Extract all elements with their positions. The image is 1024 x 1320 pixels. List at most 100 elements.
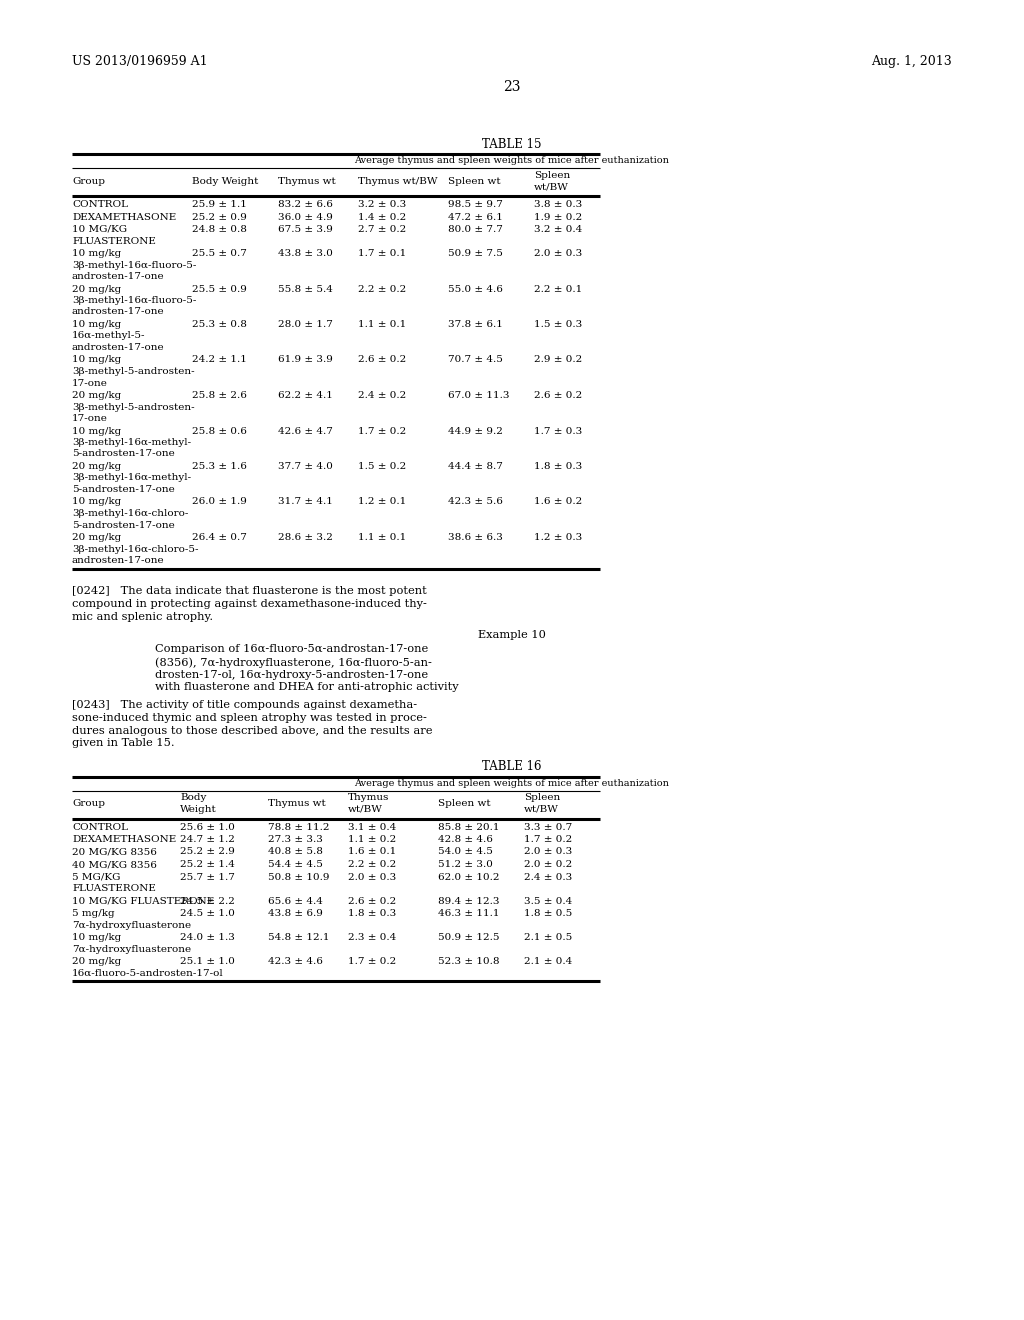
Text: 20 MG/KG 8356: 20 MG/KG 8356 xyxy=(72,847,157,857)
Text: 7α-hydroxyfluasterone: 7α-hydroxyfluasterone xyxy=(72,920,191,929)
Text: 42.8 ± 4.6: 42.8 ± 4.6 xyxy=(438,836,493,843)
Text: 20 mg/kg: 20 mg/kg xyxy=(72,391,121,400)
Text: 1.8 ± 0.5: 1.8 ± 0.5 xyxy=(524,909,572,917)
Text: TABLE 16: TABLE 16 xyxy=(482,760,542,774)
Text: 80.0 ± 7.7: 80.0 ± 7.7 xyxy=(449,224,503,234)
Text: 2.6 ± 0.2: 2.6 ± 0.2 xyxy=(358,355,407,364)
Text: 16α-methyl-5-: 16α-methyl-5- xyxy=(72,331,145,341)
Text: androsten-17-one: androsten-17-one xyxy=(72,272,165,281)
Text: Group: Group xyxy=(72,799,105,808)
Text: 25.3 ± 1.6: 25.3 ± 1.6 xyxy=(193,462,247,471)
Text: 23: 23 xyxy=(503,81,521,94)
Text: 1.7 ± 0.3: 1.7 ± 0.3 xyxy=(534,426,583,436)
Text: 20 mg/kg: 20 mg/kg xyxy=(72,533,121,543)
Text: 1.7 ± 0.2: 1.7 ± 0.2 xyxy=(524,836,572,843)
Text: DEXAMETHASONE: DEXAMETHASONE xyxy=(72,836,176,843)
Text: 1.5 ± 0.2: 1.5 ± 0.2 xyxy=(358,462,407,471)
Text: 3β-methyl-16α-methyl-: 3β-methyl-16α-methyl- xyxy=(72,474,191,483)
Text: 43.8 ± 3.0: 43.8 ± 3.0 xyxy=(278,249,333,257)
Text: 3.2 ± 0.3: 3.2 ± 0.3 xyxy=(358,201,407,209)
Text: 3β-methyl-5-androsten-: 3β-methyl-5-androsten- xyxy=(72,403,195,412)
Text: 89.4 ± 12.3: 89.4 ± 12.3 xyxy=(438,896,500,906)
Text: 2.3 ± 0.4: 2.3 ± 0.4 xyxy=(348,933,396,942)
Text: 5-androsten-17-one: 5-androsten-17-one xyxy=(72,450,175,458)
Text: 26.4 ± 0.7: 26.4 ± 0.7 xyxy=(193,533,247,543)
Text: 40 MG/KG 8356: 40 MG/KG 8356 xyxy=(72,861,157,869)
Text: 25.1 ± 1.0: 25.1 ± 1.0 xyxy=(180,957,234,966)
Text: 2.1 ± 0.4: 2.1 ± 0.4 xyxy=(524,957,572,966)
Text: 3β-methyl-16α-chloro-: 3β-methyl-16α-chloro- xyxy=(72,510,188,517)
Text: 61.9 ± 3.9: 61.9 ± 3.9 xyxy=(278,355,333,364)
Text: 25.2 ± 0.9: 25.2 ± 0.9 xyxy=(193,213,247,222)
Text: 7α-hydroxyfluasterone: 7α-hydroxyfluasterone xyxy=(72,945,191,953)
Text: (8356), 7α-hydroxyfluasterone, 16α-fluoro-5-an-: (8356), 7α-hydroxyfluasterone, 16α-fluor… xyxy=(155,657,432,668)
Text: 25.2 ± 1.4: 25.2 ± 1.4 xyxy=(180,861,234,869)
Text: 10 mg/kg: 10 mg/kg xyxy=(72,426,121,436)
Text: Spleen wt: Spleen wt xyxy=(449,177,501,186)
Text: 10 mg/kg: 10 mg/kg xyxy=(72,933,121,942)
Text: 24.0 ± 1.3: 24.0 ± 1.3 xyxy=(180,933,234,942)
Text: 3.2 ± 0.4: 3.2 ± 0.4 xyxy=(534,224,583,234)
Text: 20 mg/kg: 20 mg/kg xyxy=(72,462,121,471)
Text: 3β-methyl-5-androsten-: 3β-methyl-5-androsten- xyxy=(72,367,195,376)
Text: 2.9 ± 0.2: 2.9 ± 0.2 xyxy=(534,355,583,364)
Text: 67.5 ± 3.9: 67.5 ± 3.9 xyxy=(278,224,333,234)
Text: 2.2 ± 0.2: 2.2 ± 0.2 xyxy=(348,861,396,869)
Text: 25.2 ± 2.9: 25.2 ± 2.9 xyxy=(180,847,234,857)
Text: 1.7 ± 0.2: 1.7 ± 0.2 xyxy=(348,957,396,966)
Text: 44.4 ± 8.7: 44.4 ± 8.7 xyxy=(449,462,503,471)
Text: 50.9 ± 12.5: 50.9 ± 12.5 xyxy=(438,933,500,942)
Text: 42.3 ± 4.6: 42.3 ± 4.6 xyxy=(268,957,323,966)
Text: mic and splenic atrophy.: mic and splenic atrophy. xyxy=(72,611,213,622)
Text: 25.9 ± 1.1: 25.9 ± 1.1 xyxy=(193,201,247,209)
Text: 47.2 ± 6.1: 47.2 ± 6.1 xyxy=(449,213,503,222)
Text: 26.0 ± 1.9: 26.0 ± 1.9 xyxy=(193,498,247,507)
Text: 65.6 ± 4.4: 65.6 ± 4.4 xyxy=(268,896,323,906)
Text: US 2013/0196959 A1: US 2013/0196959 A1 xyxy=(72,55,208,69)
Text: 10 MG/KG: 10 MG/KG xyxy=(72,224,127,234)
Text: 1.2 ± 0.3: 1.2 ± 0.3 xyxy=(534,533,583,543)
Text: 25.8 ± 0.6: 25.8 ± 0.6 xyxy=(193,426,247,436)
Text: androsten-17-one: androsten-17-one xyxy=(72,556,165,565)
Text: 25.5 ± 0.7: 25.5 ± 0.7 xyxy=(193,249,247,257)
Text: 2.0 ± 0.3: 2.0 ± 0.3 xyxy=(524,847,572,857)
Text: 54.4 ± 4.5: 54.4 ± 4.5 xyxy=(268,861,323,869)
Text: Group: Group xyxy=(72,177,105,186)
Text: 28.0 ± 1.7: 28.0 ± 1.7 xyxy=(278,319,333,329)
Text: 2.0 ± 0.3: 2.0 ± 0.3 xyxy=(348,873,396,882)
Text: Average thymus and spleen weights of mice after euthanization: Average thymus and spleen weights of mic… xyxy=(354,779,670,788)
Text: 2.4 ± 0.2: 2.4 ± 0.2 xyxy=(358,391,407,400)
Text: 98.5 ± 9.7: 98.5 ± 9.7 xyxy=(449,201,503,209)
Text: 37.8 ± 6.1: 37.8 ± 6.1 xyxy=(449,319,503,329)
Text: 2.2 ± 0.2: 2.2 ± 0.2 xyxy=(358,285,407,293)
Text: drosten-17-ol, 16α-hydroxy-5-androsten-17-one: drosten-17-ol, 16α-hydroxy-5-androsten-1… xyxy=(155,669,428,680)
Text: Thymus wt/BW: Thymus wt/BW xyxy=(358,177,437,186)
Text: 20 mg/kg: 20 mg/kg xyxy=(72,285,121,293)
Text: 43.8 ± 6.9: 43.8 ± 6.9 xyxy=(268,909,323,917)
Text: 1.6 ± 0.2: 1.6 ± 0.2 xyxy=(534,498,583,507)
Text: 62.0 ± 10.2: 62.0 ± 10.2 xyxy=(438,873,500,882)
Text: 24.8 ± 0.8: 24.8 ± 0.8 xyxy=(193,224,247,234)
Text: 10 mg/kg: 10 mg/kg xyxy=(72,355,121,364)
Text: Thymus wt: Thymus wt xyxy=(268,799,326,808)
Text: Average thymus and spleen weights of mice after euthanization: Average thymus and spleen weights of mic… xyxy=(354,156,670,165)
Text: 3β-methyl-16α-fluoro-5-: 3β-methyl-16α-fluoro-5- xyxy=(72,296,197,305)
Text: wt/BW: wt/BW xyxy=(534,182,569,191)
Text: 16α-fluoro-5-androsten-17-ol: 16α-fluoro-5-androsten-17-ol xyxy=(72,969,224,978)
Text: 1.7 ± 0.1: 1.7 ± 0.1 xyxy=(358,249,407,257)
Text: 10 mg/kg: 10 mg/kg xyxy=(72,498,121,507)
Text: androsten-17-one: androsten-17-one xyxy=(72,308,165,317)
Text: Spleen: Spleen xyxy=(524,793,560,803)
Text: dures analogous to those described above, and the results are: dures analogous to those described above… xyxy=(72,726,432,735)
Text: 2.6 ± 0.2: 2.6 ± 0.2 xyxy=(348,896,396,906)
Text: 54.0 ± 4.5: 54.0 ± 4.5 xyxy=(438,847,493,857)
Text: 1.2 ± 0.1: 1.2 ± 0.1 xyxy=(358,498,407,507)
Text: 1.1 ± 0.2: 1.1 ± 0.2 xyxy=(348,836,396,843)
Text: 36.0 ± 4.9: 36.0 ± 4.9 xyxy=(278,213,333,222)
Text: 20 mg/kg: 20 mg/kg xyxy=(72,957,121,966)
Text: 17-one: 17-one xyxy=(72,379,108,388)
Text: 40.8 ± 5.8: 40.8 ± 5.8 xyxy=(268,847,323,857)
Text: 46.3 ± 11.1: 46.3 ± 11.1 xyxy=(438,909,500,917)
Text: 70.7 ± 4.5: 70.7 ± 4.5 xyxy=(449,355,503,364)
Text: 1.6 ± 0.1: 1.6 ± 0.1 xyxy=(348,847,396,857)
